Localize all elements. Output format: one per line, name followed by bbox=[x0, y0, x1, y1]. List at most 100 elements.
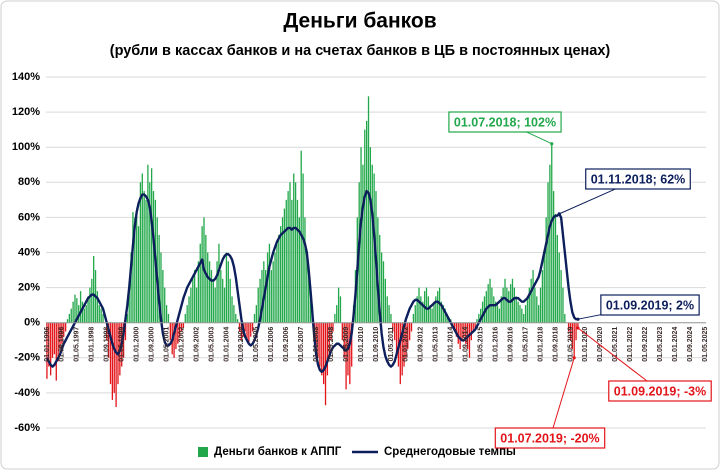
bar bbox=[293, 173, 295, 323]
x-tick-label: 01.09.2002 bbox=[193, 327, 200, 362]
x-tick-label: 01.05.2019 bbox=[567, 327, 574, 362]
bar bbox=[296, 199, 299, 323]
x-tick-label: 01.01.2000 bbox=[134, 327, 141, 362]
bar bbox=[437, 291, 439, 323]
bar bbox=[528, 287, 530, 323]
bar bbox=[83, 308, 85, 323]
bar bbox=[61, 322, 63, 344]
bar bbox=[57, 322, 59, 362]
bar bbox=[218, 243, 220, 323]
line-series bbox=[45, 189, 578, 374]
bar bbox=[180, 322, 183, 332]
bar bbox=[367, 96, 370, 323]
bar bbox=[530, 278, 532, 323]
bar bbox=[102, 313, 104, 323]
bar bbox=[379, 234, 381, 323]
bar bbox=[246, 322, 248, 341]
bar bbox=[283, 208, 286, 323]
annotation-text: 01.07.2019; -20% bbox=[500, 431, 599, 445]
legend-label: Среднегодовые темпы bbox=[384, 446, 516, 458]
bar bbox=[268, 243, 271, 323]
bar bbox=[270, 270, 272, 323]
x-tick-label: 01.05.2003 bbox=[208, 327, 215, 362]
x-tick-label: 01.01.2020 bbox=[582, 327, 589, 362]
bar bbox=[74, 294, 76, 323]
bar bbox=[70, 308, 72, 323]
bar bbox=[235, 313, 237, 323]
bar bbox=[253, 313, 256, 323]
x-tick-label: 01.05.1999 bbox=[119, 327, 126, 362]
bar bbox=[164, 287, 166, 323]
bar bbox=[403, 322, 405, 367]
annotation-box bbox=[608, 380, 712, 402]
bar bbox=[538, 305, 540, 323]
bar bbox=[306, 252, 308, 323]
bar bbox=[212, 278, 214, 323]
bar bbox=[508, 291, 510, 323]
bar bbox=[111, 322, 114, 400]
bar bbox=[433, 301, 435, 323]
bar bbox=[543, 252, 545, 323]
y-tick-label: 140% bbox=[12, 71, 40, 83]
bar bbox=[470, 322, 473, 341]
bar bbox=[463, 322, 465, 337]
bar bbox=[173, 322, 175, 358]
bar bbox=[429, 305, 431, 323]
bar bbox=[143, 191, 145, 323]
bar bbox=[113, 322, 115, 393]
bar bbox=[150, 168, 153, 323]
bar bbox=[485, 291, 487, 323]
bar bbox=[461, 322, 463, 341]
bar bbox=[414, 305, 416, 323]
annotation-arrowhead bbox=[576, 326, 580, 330]
bar bbox=[169, 322, 171, 341]
annotation-text: 01.11.2018; 62% bbox=[591, 172, 686, 186]
bar bbox=[317, 322, 319, 358]
bar bbox=[91, 278, 93, 323]
annotation-box bbox=[600, 294, 700, 316]
bar bbox=[175, 322, 177, 350]
bar bbox=[573, 322, 575, 358]
bar bbox=[322, 322, 325, 385]
bar bbox=[444, 308, 446, 323]
bar bbox=[229, 278, 231, 323]
bar bbox=[425, 287, 428, 323]
bar bbox=[453, 322, 456, 332]
x-tick-label: 01.09.2024 bbox=[687, 327, 694, 362]
bar bbox=[179, 322, 181, 337]
bar bbox=[545, 217, 547, 323]
bar bbox=[364, 129, 366, 323]
x-tick-label: 01.01.2022 bbox=[627, 327, 634, 362]
bar bbox=[571, 322, 573, 350]
bar bbox=[526, 296, 529, 323]
bar bbox=[207, 252, 209, 323]
bar bbox=[405, 322, 407, 358]
x-tick-label: 01.01.2002 bbox=[178, 327, 185, 362]
bar bbox=[225, 252, 228, 323]
bar bbox=[93, 256, 95, 323]
y-tick-label: 100% bbox=[12, 141, 40, 153]
x-tick-label: 01.05.2025 bbox=[702, 327, 709, 362]
y-tick-label: -20% bbox=[14, 352, 40, 364]
bar bbox=[474, 322, 476, 328]
bar bbox=[53, 322, 56, 355]
x-tick-label: 01.05.2001 bbox=[163, 327, 170, 362]
x-tick-label: 01.05.1997 bbox=[74, 327, 81, 362]
bar bbox=[422, 301, 424, 323]
bar bbox=[158, 234, 160, 323]
bar bbox=[98, 305, 100, 323]
bar bbox=[68, 313, 71, 323]
bar bbox=[274, 252, 276, 323]
bar bbox=[435, 296, 437, 323]
bar bbox=[455, 322, 458, 337]
y-tick-label: -60% bbox=[14, 422, 40, 434]
bar bbox=[106, 322, 108, 341]
bar bbox=[410, 322, 413, 332]
bar bbox=[208, 261, 211, 323]
bar bbox=[440, 301, 443, 323]
bar bbox=[162, 270, 164, 323]
bar bbox=[238, 322, 241, 332]
bar bbox=[431, 308, 433, 323]
bar bbox=[100, 308, 102, 323]
bar bbox=[89, 287, 91, 323]
